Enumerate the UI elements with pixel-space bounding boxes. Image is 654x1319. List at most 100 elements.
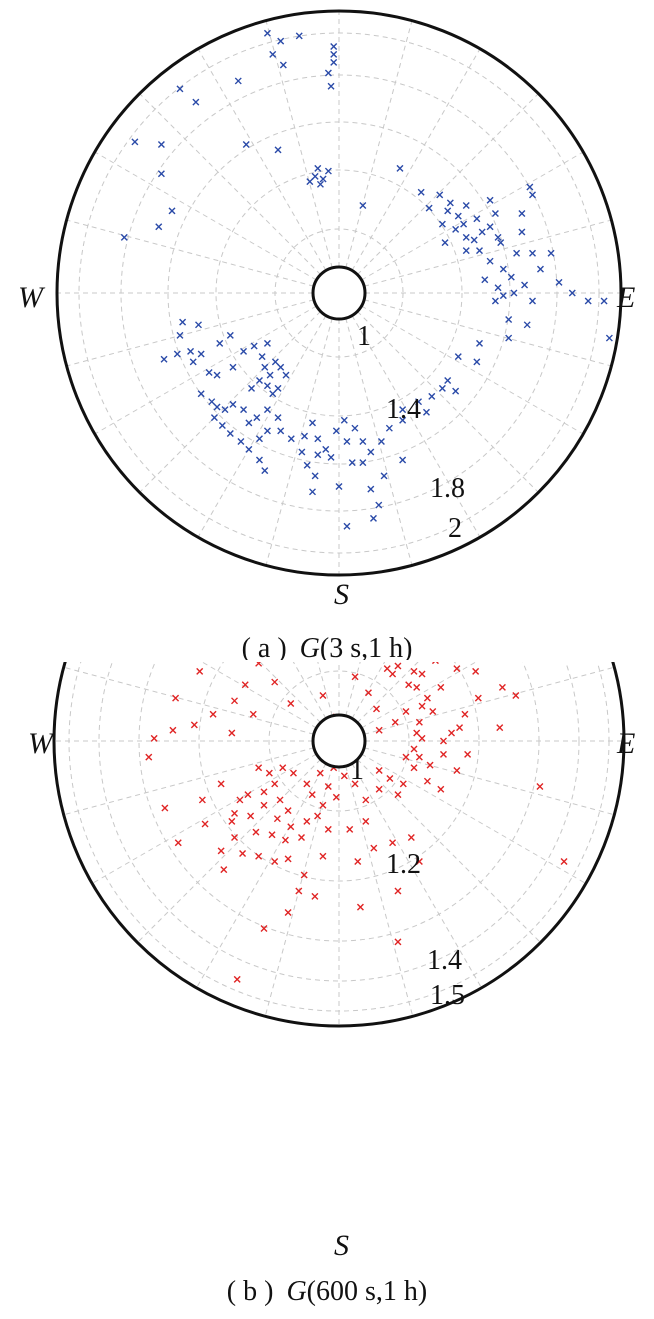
grid-spoke (361, 753, 587, 884)
grid-spoke (361, 151, 584, 281)
chart-a-east-label: E (616, 281, 635, 314)
data-point (359, 202, 367, 210)
data-point (380, 472, 388, 480)
data-point (173, 350, 181, 358)
data-point (306, 178, 314, 186)
data-point (369, 514, 377, 522)
data-point (486, 257, 494, 265)
data-point (526, 183, 534, 191)
data-point (399, 780, 407, 788)
grid-ring (198, 662, 480, 882)
data-point (300, 871, 308, 879)
data-point (505, 334, 513, 342)
data-point (375, 766, 383, 774)
data-point (261, 467, 269, 475)
data-point (274, 414, 282, 422)
data-point (399, 406, 407, 414)
data-point (253, 414, 261, 422)
data-point (295, 887, 303, 895)
data-point (441, 239, 449, 247)
data-point (208, 398, 216, 406)
grid-spoke (91, 753, 317, 884)
data-point (529, 297, 537, 305)
data-point (472, 667, 480, 675)
data-point (518, 228, 526, 236)
data-point (150, 734, 158, 742)
data-point (362, 796, 370, 804)
data-point (415, 718, 423, 726)
data-point (169, 726, 177, 734)
data-point (213, 371, 221, 379)
data-point (255, 852, 263, 860)
data-point (547, 249, 555, 257)
data-point (276, 796, 284, 804)
data-point (453, 665, 461, 673)
data-point (394, 662, 402, 670)
data-point (327, 453, 335, 461)
data-point (265, 769, 273, 777)
data-point (410, 667, 418, 675)
data-point (303, 780, 311, 788)
data-point (174, 839, 182, 847)
data-point (248, 384, 256, 392)
data-point (335, 483, 343, 491)
data-point (236, 796, 244, 804)
data-point (423, 694, 431, 702)
data-point (423, 777, 431, 785)
data-point (370, 844, 378, 852)
data-point (410, 745, 418, 753)
data-point (373, 705, 381, 713)
data-point (375, 726, 383, 734)
data-point (281, 836, 289, 844)
data-point (491, 209, 499, 217)
data-point (521, 281, 529, 289)
grid-spoke (351, 763, 482, 989)
data-point (375, 501, 383, 509)
data-point (240, 406, 248, 414)
data-point (239, 850, 247, 858)
data-point (359, 459, 367, 467)
radial-tick-label: 1 (357, 321, 371, 352)
data-point (475, 339, 483, 347)
data-point (161, 804, 169, 812)
data-point (560, 858, 568, 866)
data-point (474, 694, 482, 702)
chart-b-east-label: E (616, 727, 635, 760)
data-point (197, 390, 205, 398)
data-point (217, 847, 225, 855)
data-point (461, 710, 469, 718)
data-point (319, 852, 327, 860)
data-point (478, 228, 486, 236)
data-point (332, 793, 340, 801)
data-point (205, 369, 213, 377)
chart-b-caption-g: G (286, 1276, 306, 1307)
data-point (555, 278, 563, 286)
data-point (244, 791, 252, 799)
polar-chart-b: 1 1.2 1.4 1.5 W E S ( b ) G(600 s,1 h) (28, 662, 635, 1307)
data-point (261, 363, 269, 371)
data-point (470, 236, 478, 244)
data-point (213, 403, 221, 411)
data-point (168, 207, 176, 215)
data-point (322, 445, 330, 453)
data-point (454, 353, 462, 361)
data-point (179, 318, 187, 326)
data-point (260, 925, 268, 933)
data-point (237, 437, 245, 445)
data-point (356, 903, 364, 911)
data-point (308, 791, 316, 799)
data-point (303, 461, 311, 469)
data-point (473, 358, 481, 366)
data-point (385, 424, 393, 432)
data-point (201, 820, 209, 828)
data-point (454, 212, 462, 220)
grid-spoke (357, 759, 541, 943)
data-point (157, 170, 165, 178)
radial-tick-label: 1.5 (430, 980, 465, 1011)
grid-spoke (351, 315, 481, 538)
chart-b-outer-circle (52, 662, 626, 1028)
data-point (494, 284, 502, 292)
chart-b-center-circle (311, 713, 367, 769)
grid-spoke (196, 662, 327, 719)
data-point (354, 858, 362, 866)
